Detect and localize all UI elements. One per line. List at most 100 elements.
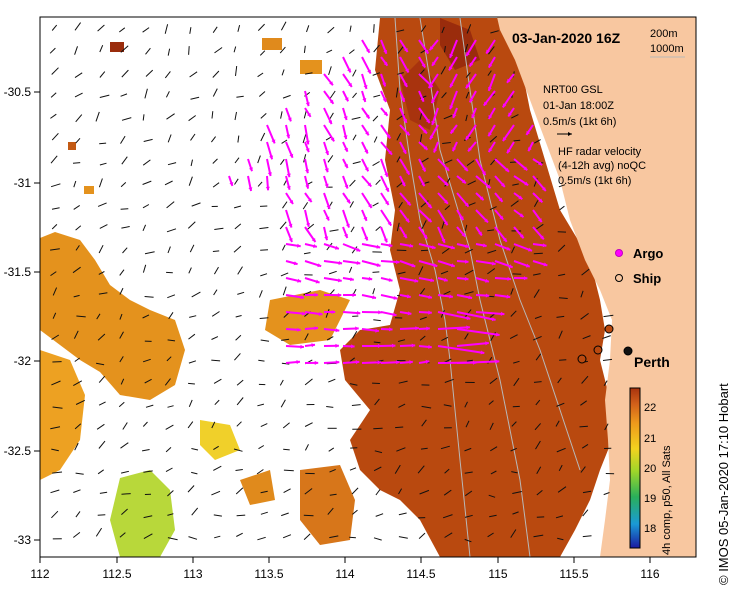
model-arrow (348, 266, 353, 273)
radar-arrow-head (364, 149, 368, 154)
model-arrow (349, 536, 356, 539)
model-arrow (442, 514, 453, 519)
model-arrow (304, 422, 313, 427)
model-arrow (142, 314, 150, 319)
model-arrow (50, 248, 60, 251)
model-arrow (142, 114, 145, 121)
model-arrow (234, 157, 240, 164)
model-arrow (441, 92, 447, 99)
model-arrow (73, 294, 80, 298)
radar-arrow-head (366, 48, 370, 53)
radar-arrow-head (328, 120, 332, 125)
radar-arrow-head (401, 98, 405, 102)
radar-arrow-head (507, 276, 511, 281)
radar-arrow-head (302, 311, 306, 316)
model-arrow (582, 490, 592, 494)
radar-arrow-head (286, 185, 291, 190)
model-arrow (443, 290, 451, 295)
model-arrow (52, 287, 58, 296)
model-arrow (260, 339, 270, 342)
model-arrow (282, 94, 291, 99)
model-arrow (51, 224, 58, 230)
model-arrow (142, 204, 150, 209)
model-arrow (373, 319, 381, 322)
model-arrow (374, 398, 380, 406)
model-arrow (211, 490, 221, 496)
model-arrow (465, 91, 470, 99)
radar-arrow-head (351, 344, 355, 349)
radar-arrow-head (507, 78, 511, 83)
model-arrow (120, 135, 126, 144)
ship-marker (577, 354, 587, 364)
colorbar-tick: 22 (644, 402, 656, 414)
model-arrow (188, 267, 192, 274)
radar-arrow-head (376, 263, 381, 267)
model-label-time: 01-Jan 18:00Z (543, 100, 614, 112)
radar-arrow-head (355, 360, 360, 365)
model-arrow (72, 532, 81, 538)
model-arrow (73, 180, 77, 188)
model-arrow (259, 50, 266, 56)
model-arrow (75, 472, 84, 475)
radar-arrow-head (344, 164, 348, 168)
radar-arrow-head (267, 172, 272, 176)
model-arrow (420, 25, 427, 33)
lon-tick: 112.5 (102, 567, 131, 581)
lat-tick: -32.5 (4, 444, 32, 458)
model-arrow (122, 247, 128, 254)
radar-arrow-head (401, 182, 406, 187)
radar-arrow-head (352, 293, 356, 298)
model-arrow (98, 440, 106, 449)
model-arrow (214, 47, 223, 54)
model-arrow (442, 142, 451, 144)
model-arrow (191, 471, 198, 475)
radar-arrow-head (297, 278, 302, 283)
argo-legend-label: Argo (633, 246, 663, 261)
model-arrow (75, 114, 83, 123)
model-arrow (329, 535, 339, 539)
model-arrow (75, 225, 82, 231)
model-arrow (164, 24, 169, 34)
model-arrow (532, 335, 542, 341)
model-arrow (349, 25, 352, 32)
radar-arrow-head (384, 172, 389, 177)
model-arrow (167, 490, 174, 497)
model-arrow (235, 469, 243, 471)
radar-arrow-head (444, 181, 449, 186)
model-arrow (513, 139, 521, 142)
model-arrow (282, 286, 287, 296)
radar-arrow-head (479, 196, 484, 201)
radar-arrow-head (393, 295, 398, 300)
model-arrow (213, 289, 218, 296)
model-arrow (373, 94, 381, 98)
model-arrow (304, 378, 313, 386)
radar-arrow-head (287, 117, 292, 122)
model-arrow (283, 488, 291, 494)
model-arrow (580, 466, 586, 473)
radar-arrow-head (348, 82, 352, 87)
model-arrow (235, 315, 242, 318)
model-arrow (510, 288, 514, 295)
model-arrow (191, 202, 201, 207)
model-arrow (303, 110, 307, 119)
model-arrow (444, 532, 453, 538)
model-arrow (72, 266, 81, 274)
radar-arrow-head (486, 49, 490, 54)
radar-arrow-head (465, 135, 470, 140)
radar-arrow-head (528, 247, 532, 252)
model-arrow (488, 494, 496, 498)
model-arrow (304, 333, 309, 341)
model-arrow (99, 45, 104, 53)
radar-arrow-head (443, 221, 448, 226)
model-arrow (466, 24, 472, 34)
model-arrow (51, 334, 60, 340)
model-arrow (396, 29, 405, 33)
model-arrow (233, 448, 243, 452)
model-arrow (580, 290, 584, 298)
model-arrow (50, 183, 61, 188)
model-arrow (190, 96, 200, 100)
model-arrow (279, 159, 285, 165)
model-arrow (99, 491, 108, 494)
model-arrow (306, 25, 310, 33)
radar-arrow-head (388, 150, 392, 155)
